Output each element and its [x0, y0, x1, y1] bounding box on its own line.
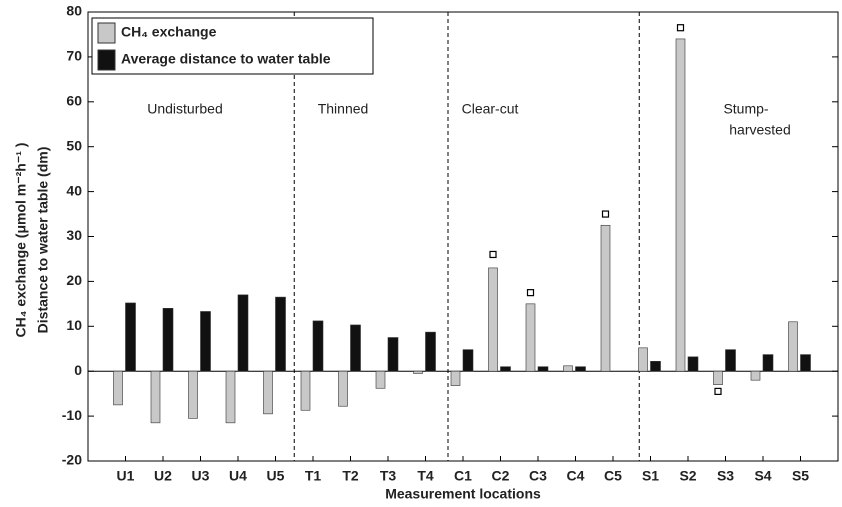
legend-label: Average distance to water table	[121, 51, 331, 67]
y-tick-label: 20	[66, 272, 82, 288]
x-tick-label: T1	[305, 468, 322, 484]
x-axis-label: Measurement locations	[385, 486, 541, 502]
x-tick-label: T4	[417, 468, 434, 484]
group-label: Undisturbed	[147, 101, 223, 117]
x-tick-label: S2	[679, 468, 696, 484]
x-tick-label: U2	[154, 468, 172, 484]
group-label: Thinned	[318, 101, 369, 117]
bar	[125, 302, 136, 372]
bar	[275, 296, 286, 372]
x-tick-label: S4	[754, 468, 771, 484]
bar	[387, 337, 399, 372]
legend-label: CH₄ exchange	[121, 24, 217, 40]
bar	[263, 370, 273, 415]
bar	[650, 361, 661, 372]
y-tick-label: 50	[66, 137, 82, 153]
bar	[350, 324, 361, 372]
bar	[200, 311, 211, 372]
bar	[537, 366, 549, 372]
bar	[425, 331, 436, 372]
bar	[750, 370, 761, 381]
bar	[687, 356, 699, 372]
y-tick-label: 40	[66, 182, 82, 198]
marker	[526, 289, 535, 297]
x-tick-label: C2	[492, 468, 510, 484]
plot-frame	[87, 11, 839, 462]
x-tick-label: C1	[454, 468, 472, 484]
y-tick-label: 0	[74, 362, 82, 378]
bar	[713, 370, 723, 385]
bar	[638, 347, 648, 372]
x-tick-label: U5	[267, 468, 285, 484]
y-tick-label: -10	[62, 407, 82, 423]
x-tick-label: U1	[117, 468, 135, 484]
bar	[113, 370, 123, 406]
bar	[563, 365, 573, 372]
y-axis-label: Distance to water table (dm)	[35, 147, 51, 334]
marker	[489, 250, 497, 259]
group-label: Clear-cut	[462, 101, 519, 117]
bar	[725, 349, 736, 372]
bar	[338, 370, 348, 407]
x-tick-label: T3	[380, 468, 397, 484]
marker	[676, 24, 685, 32]
bar	[788, 321, 798, 372]
bar	[525, 303, 536, 372]
y-tick-label: 70	[66, 48, 82, 64]
y-tick-label: 10	[66, 317, 82, 333]
y-tick-label: -20	[62, 452, 82, 468]
y-tick-label: 80	[66, 3, 82, 19]
bar	[188, 370, 198, 419]
bar	[375, 370, 386, 389]
y-tick-label: 60	[66, 93, 82, 109]
bar	[600, 224, 611, 372]
bar	[500, 366, 511, 372]
bar	[150, 370, 161, 424]
x-tick-label: T2	[342, 468, 359, 484]
group-label: harvested	[729, 122, 790, 138]
x-tick-label: U3	[192, 468, 210, 484]
bar	[762, 354, 774, 372]
group-label: Stump-	[723, 101, 768, 117]
x-tick-label: U4	[229, 468, 247, 484]
bar	[312, 320, 324, 372]
bar	[300, 370, 311, 411]
x-tick-label: C3	[529, 468, 547, 484]
x-tick-label: C4	[567, 468, 585, 484]
bar	[225, 370, 236, 424]
bar	[675, 38, 686, 372]
bar	[237, 294, 249, 372]
x-tick-label: S3	[717, 468, 734, 484]
x-tick-label: C5	[604, 468, 622, 484]
x-tick-label: S5	[792, 468, 809, 484]
bar	[800, 354, 811, 372]
bar	[450, 370, 461, 386]
legend-swatch	[97, 49, 116, 71]
bar	[413, 370, 423, 374]
x-tick-label: S1	[642, 468, 659, 484]
bar	[488, 267, 498, 372]
bar	[462, 349, 474, 372]
marker	[714, 387, 722, 396]
y-tick-label: 30	[66, 227, 82, 243]
legend-box	[91, 17, 374, 75]
marker	[601, 210, 610, 218]
legend-swatch	[97, 22, 116, 44]
y-axis-label: CH₄ exchange (μmol m⁻²h⁻¹ )	[13, 143, 29, 338]
bar	[162, 308, 174, 372]
bar	[575, 366, 586, 372]
